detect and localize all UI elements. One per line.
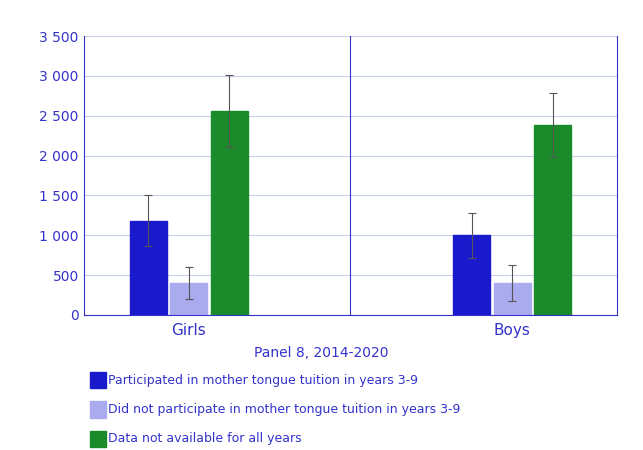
Bar xyxy=(494,283,530,315)
Bar xyxy=(130,221,167,315)
Bar xyxy=(453,235,491,315)
Bar xyxy=(210,111,248,315)
Text: Panel 8, 2014-2020: Panel 8, 2014-2020 xyxy=(254,346,389,360)
Text: Participated in mother tongue tuition in years 3-9: Participated in mother tongue tuition in… xyxy=(108,374,418,387)
Text: Did not participate in mother tongue tuition in years 3-9: Did not participate in mother tongue tui… xyxy=(108,403,460,416)
Bar xyxy=(534,125,571,315)
Bar xyxy=(170,283,207,315)
Text: Data not available for all years: Data not available for all years xyxy=(108,432,302,445)
